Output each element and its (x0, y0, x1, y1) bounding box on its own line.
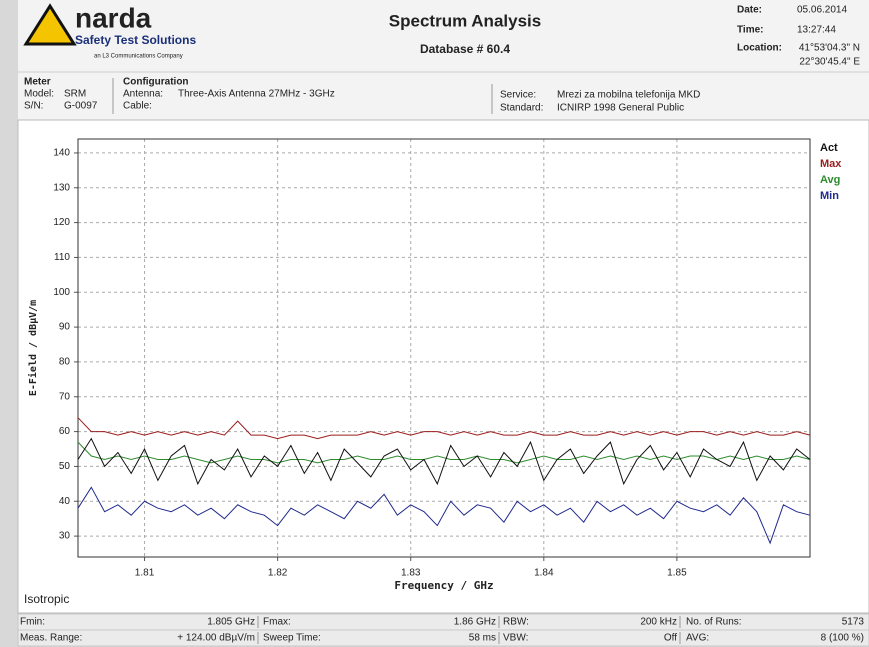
y-tick-label: 130 (53, 182, 70, 193)
meter-heading: Meter (24, 77, 51, 88)
title: Spectrum Analysis (389, 11, 541, 30)
antenna-label: Antenna: (123, 89, 163, 100)
y-tick-label: 60 (59, 426, 71, 437)
y-tick-label: 70 (59, 391, 71, 402)
footer-label: VBW: (503, 633, 528, 644)
footer-value: 8 (100 %) (821, 633, 864, 644)
brand: narda (75, 2, 152, 33)
legend-entry: Max (820, 158, 842, 170)
legend-entry: Act (820, 142, 838, 154)
footer-label: No. of Runs: (686, 617, 742, 628)
y-tick-label: 80 (59, 357, 71, 368)
footer-label: Meas. Range: (20, 633, 82, 644)
x-tick-label: 1.82 (268, 568, 288, 579)
time: 13:27:44 (797, 25, 836, 36)
logo-triangle (23, 3, 77, 46)
series-line (77, 417, 811, 440)
model-label: Model: (24, 89, 54, 100)
y-axis-label: E-Field / dBµV/m (27, 300, 39, 396)
antenna: Three-Axis Antenna 27MHz - 3GHz (178, 89, 335, 100)
series-line (77, 441, 811, 464)
plot-frame (77, 138, 811, 558)
y-tick-label: 90 (59, 322, 71, 333)
x-axis-label: Frequency / GHz (394, 579, 493, 592)
footer-label: Fmax: (263, 617, 291, 628)
x-tick-label: 1.84 (534, 568, 554, 579)
footer-value: 200 kHz (640, 617, 677, 628)
y-tick-label: 110 (54, 252, 70, 263)
time-label: Time: (737, 25, 764, 36)
footer-value: 5173 (842, 617, 865, 628)
standard-label: Standard: (500, 103, 543, 114)
location: 41°53'04.3" N (799, 43, 860, 54)
model: SRM (64, 89, 86, 100)
footer-label: AVG: (686, 633, 709, 644)
x-tick-label: 1.81 (135, 568, 155, 579)
footer-value: 1.86 GHz (454, 617, 496, 628)
config-heading: Configuration (123, 77, 189, 88)
date: 05.06.2014 (797, 5, 847, 16)
y-tick-label: 100 (53, 287, 70, 298)
subtitle: Database # 60.4 (420, 42, 510, 56)
chart-panel (17, 119, 869, 614)
location-label: Location: (737, 43, 782, 54)
cable-label: Cable: (123, 101, 152, 112)
date-label: Date: (737, 5, 762, 16)
header-bg (18, 0, 869, 120)
y-tick-label: 50 (59, 461, 71, 472)
plot: 30 40 50 60 70 80 90 100 110 120 130 140 1.81 1.82 1.8… (27, 138, 842, 592)
footer-value: 1.805 GHz (207, 617, 255, 628)
y-tick-label: 40 (59, 496, 71, 507)
sn: G-0097 (64, 101, 98, 112)
brand-note: an L3 Communications Company (94, 54, 183, 60)
y-tick-label: 120 (53, 217, 70, 228)
footer-table: Fmin: 1.805 GHz Fmax: 1.86 GHz RBW: 200 kHz No… (17, 613, 869, 647)
x-tick-label: 1.83 (401, 568, 421, 579)
service-label: Service: (500, 90, 536, 101)
sn-label: S/N: (24, 101, 43, 112)
y-tick-label: 140 (53, 148, 70, 159)
series-line (77, 486, 811, 545)
brand-sub: Safety Test Solutions (75, 33, 196, 47)
legend-entry: Min (820, 190, 839, 202)
mode: Isotropic (24, 592, 69, 606)
standard: ICNIRP 1998 General Public (557, 103, 684, 114)
footer-row (17, 629, 869, 647)
footer-value: Off (664, 633, 677, 644)
y-tick-label: 30 (59, 531, 71, 542)
footer-value: 58 ms (469, 633, 496, 644)
footer-label: RBW: (503, 617, 529, 628)
location: 22°30'45.4" E (799, 57, 860, 68)
footer-label: Fmin: (20, 617, 45, 628)
series-line (77, 437, 811, 486)
x-tick-label: 1.85 (667, 568, 687, 579)
legend-entry: Avg (820, 174, 840, 186)
footer-value: + 124.00 dBµV/m (177, 633, 255, 644)
service: Mrezi za mobilna telefonija MKD (557, 90, 700, 101)
footer-label: Sweep Time: (263, 633, 321, 644)
